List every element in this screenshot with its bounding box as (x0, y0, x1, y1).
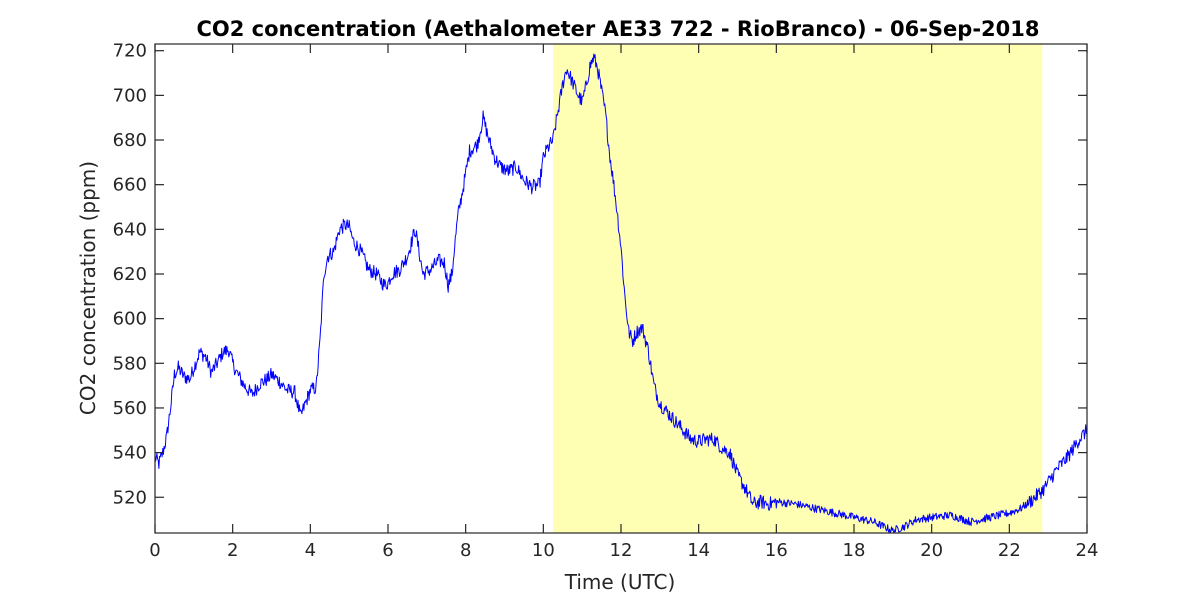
x-tick-label: 20 (920, 540, 943, 561)
co2-series-line (154, 53, 1088, 534)
y-tick-label: 520 (113, 487, 147, 508)
x-tick-label: 12 (610, 540, 633, 561)
chart-title: CO2 concentration (Aethalometer AE33 722… (197, 17, 1040, 41)
y-tick-label: 600 (113, 309, 147, 330)
y-tick-label: 640 (113, 219, 147, 240)
y-tick-label: 700 (113, 85, 147, 106)
x-tick-label: 18 (843, 540, 866, 561)
x-tick-label: 24 (1076, 540, 1099, 561)
x-tick-label: 0 (149, 540, 160, 561)
x-tick-label: 10 (532, 540, 555, 561)
y-tick-label: 540 (113, 443, 147, 464)
y-tick-label: 680 (113, 130, 147, 151)
highlight-region (553, 44, 1043, 533)
y-tick-label: 560 (113, 398, 147, 419)
y-tick-label: 660 (113, 175, 147, 196)
y-tick-label: 620 (113, 264, 147, 285)
y-tick-label: 720 (113, 41, 147, 62)
y-tick-label: 580 (113, 353, 147, 374)
y-axis-label: CO2 concentration (ppm) (76, 161, 100, 415)
x-tick-label: 4 (305, 540, 316, 561)
plot-area: 0 2 4 6 8 10 12 14 16 18 20 22 245205405605806006206… (113, 41, 1099, 561)
x-tick-label: 16 (765, 540, 788, 561)
x-tick-label: 14 (687, 540, 710, 561)
x-tick-label: 2 (227, 540, 238, 561)
x-tick-label: 6 (382, 540, 393, 561)
x-tick-label: 8 (460, 540, 471, 561)
x-axis-label: Time (UTC) (564, 570, 676, 594)
x-tick-label: 22 (998, 540, 1021, 561)
